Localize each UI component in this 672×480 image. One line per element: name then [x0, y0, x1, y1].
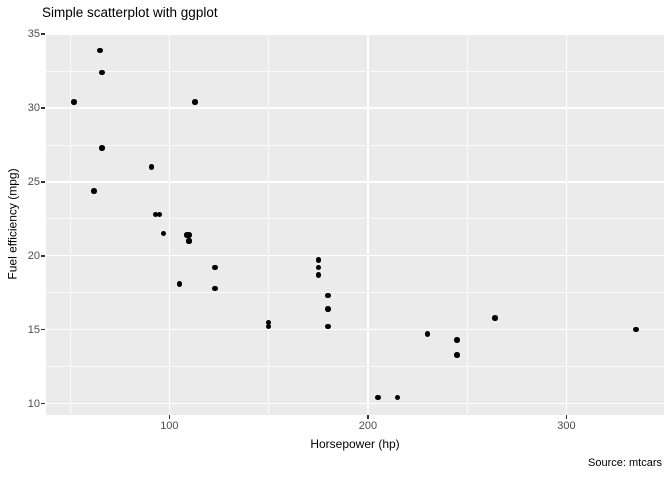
data-point — [99, 69, 105, 76]
data-point — [97, 47, 103, 54]
minor-gridline-x — [69, 33, 71, 415]
data-point — [160, 230, 167, 237]
x-tick-label: 300 — [557, 420, 576, 432]
y-axis-title-container: Fuel efficiency (mpg) — [5, 33, 21, 415]
x-axis-title: Horsepower (hp) — [310, 437, 400, 451]
data-point — [184, 232, 190, 238]
major-gridline-y — [46, 402, 664, 405]
data-point — [71, 99, 77, 105]
major-gridline-x — [168, 33, 171, 415]
x-tick-mark — [367, 415, 369, 419]
data-point — [265, 319, 272, 326]
data-point — [325, 306, 331, 312]
data-point — [212, 264, 218, 271]
y-tick-mark — [41, 402, 45, 405]
major-gridline-x — [367, 33, 369, 415]
x-tick-label: 200 — [358, 420, 378, 432]
minor-gridline-x — [268, 33, 270, 415]
major-gridline-y — [46, 255, 664, 257]
y-tick-mark — [41, 328, 45, 331]
major-gridline-y — [46, 107, 664, 109]
data-point — [375, 394, 381, 401]
chart-caption: Source: mtcars — [588, 457, 662, 469]
data-point — [99, 145, 105, 151]
data-point — [424, 331, 431, 337]
major-gridline-y — [46, 328, 664, 331]
y-tick-mark — [41, 181, 45, 183]
y-tick-mark — [41, 255, 45, 257]
plot-panel — [46, 33, 664, 415]
y-tick-label: 25 — [27, 175, 40, 188]
minor-gridline-y — [46, 366, 664, 367]
data-point — [492, 315, 498, 321]
minor-gridline-y — [46, 218, 664, 220]
y-tick-label: 10 — [27, 397, 40, 410]
y-tick-mark — [41, 107, 45, 109]
data-point — [192, 99, 198, 105]
data-point — [315, 272, 322, 278]
data-point — [265, 323, 272, 330]
x-tick-mark — [168, 415, 171, 419]
y-tick-label: 30 — [27, 101, 40, 114]
x-tick-label: 100 — [160, 420, 179, 432]
data-point — [394, 394, 401, 401]
minor-gridline-y — [46, 70, 664, 72]
data-point — [186, 238, 192, 244]
y-tick-mark — [41, 33, 45, 35]
y-tick-label: 15 — [27, 323, 40, 336]
y-tick-label: 20 — [27, 249, 40, 262]
major-gridline-y — [46, 33, 664, 35]
chart-title: Simple scatterplot with ggplot — [42, 5, 218, 20]
minor-gridline-y — [46, 292, 664, 294]
y-tick-label: 35 — [27, 28, 40, 41]
data-point — [325, 292, 331, 299]
data-point — [176, 281, 183, 287]
y-axis-title: Fuel efficiency (mpg) — [6, 168, 20, 280]
data-point — [633, 326, 639, 333]
data-point — [315, 257, 322, 263]
data-point — [325, 323, 331, 330]
data-point — [315, 264, 322, 271]
data-point — [148, 164, 155, 170]
minor-gridline-x — [466, 33, 468, 415]
data-point — [454, 337, 460, 343]
major-gridline-y — [46, 181, 664, 183]
minor-gridline-y — [46, 144, 664, 146]
data-point — [156, 211, 163, 218]
data-point — [212, 285, 218, 292]
major-gridline-x — [565, 33, 568, 415]
data-point — [152, 211, 159, 218]
x-tick-mark — [565, 415, 568, 419]
data-point — [454, 352, 460, 358]
data-point — [91, 188, 97, 194]
